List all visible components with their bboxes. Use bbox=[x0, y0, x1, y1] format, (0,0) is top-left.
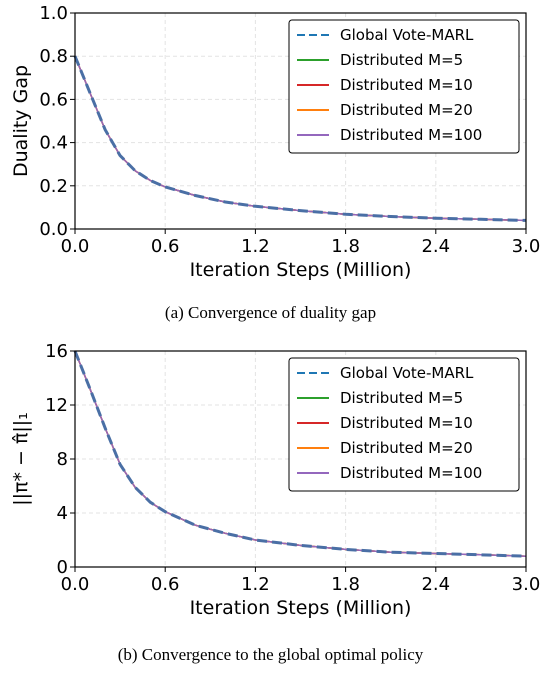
x-tick-label: 1.8 bbox=[331, 236, 360, 257]
y-tick-label: 8 bbox=[57, 449, 68, 470]
y-tick-label: 0.8 bbox=[39, 46, 68, 67]
x-tick-label: 0.6 bbox=[151, 236, 180, 257]
plot-frame bbox=[74, 12, 527, 230]
legend-label: Distributed M=100 bbox=[340, 464, 482, 482]
duality-gap-chart: 0.0 0.6 1.2 1.8 2.4 3.0 0.0 0.2 0.4 0.6 0.8 1.0 Iter… bbox=[10, 3, 541, 281]
legend-label: Global Vote-MARL bbox=[340, 364, 474, 382]
y-tick-label: 4 bbox=[57, 503, 68, 524]
legend-label: Distributed M=5 bbox=[340, 389, 463, 407]
y-tick-label: 0.6 bbox=[39, 89, 68, 110]
caption-b: (b) Convergence to the global optimal po… bbox=[117, 645, 424, 664]
x-tick-label: 0.0 bbox=[61, 574, 90, 595]
legend-label: Distributed M=20 bbox=[340, 439, 473, 457]
x-axis-label: Iteration Steps (Million) bbox=[190, 597, 412, 619]
legend-box bbox=[288, 357, 520, 492]
legend-label: Distributed M=10 bbox=[340, 76, 473, 94]
x-tick-label: 0.0 bbox=[61, 236, 90, 257]
y-tick-label: 0 bbox=[57, 557, 68, 578]
caption-a: (a) Convergence of duality gap bbox=[164, 303, 377, 322]
y-axis-label: Duality Gap bbox=[10, 65, 32, 177]
y-tick-label: 0.0 bbox=[39, 219, 68, 240]
x-tick-label: 1.2 bbox=[241, 236, 270, 257]
x-axis-label: Iteration Steps (Million) bbox=[190, 259, 412, 281]
series-line-0 bbox=[73, 350, 527, 558]
legend-label: Distributed M=20 bbox=[340, 101, 473, 119]
legend-label: Global Vote-MARL bbox=[340, 26, 474, 44]
x-tick-label: 0.6 bbox=[151, 574, 180, 595]
x-tick-label: 3.0 bbox=[512, 236, 541, 257]
y-tick-label: 16 bbox=[45, 341, 68, 362]
y-tick-label: 12 bbox=[45, 395, 68, 416]
x-tick-label: 1.2 bbox=[241, 574, 270, 595]
y-tick-label: 0.4 bbox=[39, 133, 68, 154]
series-line-0 bbox=[73, 55, 527, 222]
legend-label: Distributed M=10 bbox=[340, 414, 473, 432]
legend-label: Distributed M=5 bbox=[340, 51, 463, 69]
y-tick-label: 1.0 bbox=[39, 3, 68, 24]
legend-box bbox=[288, 19, 520, 154]
y-tick-label: 0.2 bbox=[39, 176, 68, 197]
x-tick-label: 1.8 bbox=[331, 574, 360, 595]
policy-convergence-chart: 0.0 0.6 1.2 1.8 2.4 3.0 0 4 8 12 16 Iteration Steps… bbox=[10, 341, 541, 619]
legend-label: Distributed M=100 bbox=[340, 126, 482, 144]
x-tick-label: 2.4 bbox=[421, 574, 450, 595]
x-tick-label: 2.4 bbox=[421, 236, 450, 257]
x-tick-label: 3.0 bbox=[512, 574, 541, 595]
y-axis-label: ||π* − π̂||₁ bbox=[10, 412, 32, 506]
